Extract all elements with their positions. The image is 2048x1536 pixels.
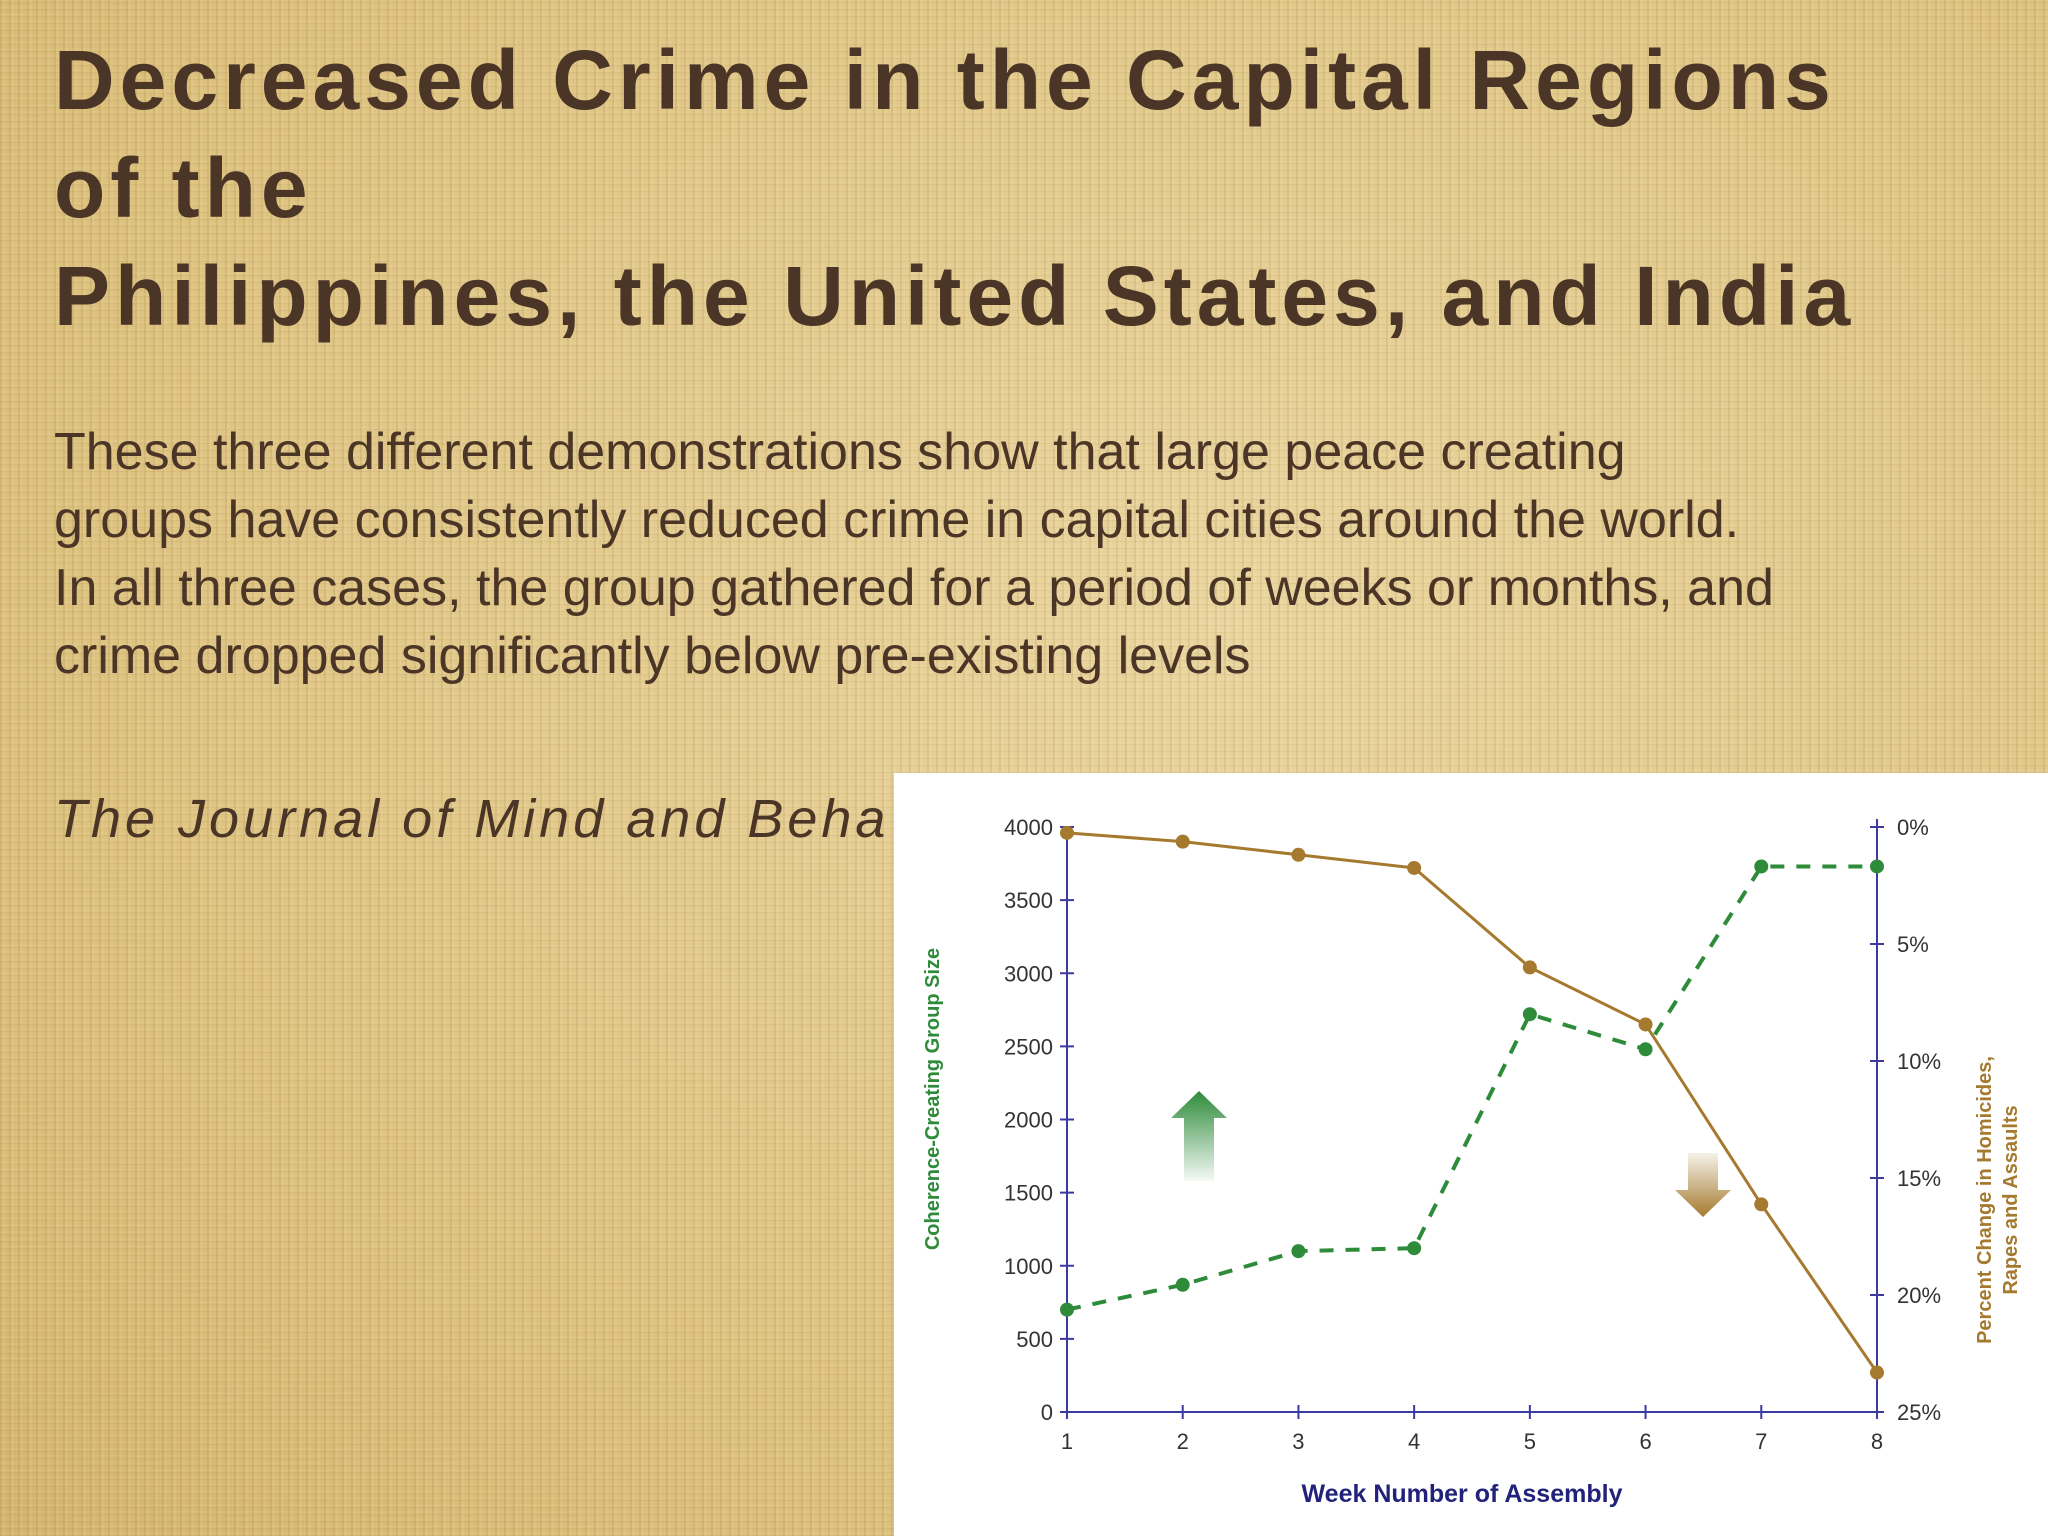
crime-chart: 0 500 1000 1500 2000 2500 3000 3500 4000 0% 5% 10% 1… [922, 815, 2022, 1508]
title-line-1: Decreased Crime in the Capital Regions [54, 33, 1836, 127]
title-line-3: Philippines, the United States, and Indi… [54, 249, 1856, 343]
y-right-tick-label: 20% [1897, 1283, 1941, 1308]
group-size-point [1870, 859, 1884, 874]
group-size-point [1407, 1241, 1422, 1256]
crime-change-point [1291, 847, 1306, 862]
y-left-tick-label: 500 [1016, 1327, 1053, 1352]
group-size-point [1175, 1277, 1190, 1292]
x-tick-label: 1 [1061, 1429, 1073, 1454]
journal-citation: The Journal of Mind and Beha [54, 789, 890, 849]
axes: 0 500 1000 1500 2000 2500 3000 3500 4000 0% 5% 10% 1… [1004, 815, 1941, 1454]
y-left-tick-label: 3000 [1004, 961, 1053, 986]
x-tick-label: 4 [1408, 1429, 1420, 1454]
y-left-tick-label: 1000 [1004, 1254, 1053, 1279]
crime-change-point [1754, 1197, 1769, 1212]
x-tick-label: 6 [1639, 1429, 1651, 1454]
y-left-axis-label: Coherence-Creating Group Size [922, 948, 944, 1250]
chart-panel: 0 500 1000 1500 2000 2500 3000 3500 4000 0% 5% 10% 1… [894, 773, 2048, 1536]
green-up-arrow-icon [1171, 1091, 1227, 1181]
y-left-tick-label: 2000 [1004, 1108, 1053, 1133]
slide-body: These three different demonstrations sho… [54, 418, 2014, 690]
group-size-point [1638, 1042, 1653, 1057]
y-right-axis-label-2: Rapes and Assaults [2000, 1105, 2022, 1294]
crime-change-point [1060, 825, 1074, 840]
gold-down-arrow-icon [1675, 1153, 1731, 1217]
y-left-tick-label: 4000 [1004, 815, 1053, 840]
y-left-tick-label: 0 [1041, 1400, 1053, 1425]
y-right-tick-label: 15% [1897, 1166, 1941, 1191]
body-line-2: groups have consistently reduced crime i… [54, 491, 1740, 549]
crime-change-point [1870, 1365, 1884, 1380]
body-line-3: In all three cases, the group gathered f… [54, 559, 1774, 617]
crime-change-point [1175, 834, 1190, 849]
series-layer [1060, 825, 1884, 1380]
x-tick-label: 7 [1755, 1429, 1767, 1454]
icon-layer [1171, 1091, 1731, 1217]
group-size-point [1060, 1302, 1074, 1317]
y-right-tick-label: 5% [1897, 932, 1929, 957]
y-left-tick-label: 1500 [1004, 1181, 1053, 1206]
slide-title: Decreased Crime in the Capital Regions o… [54, 26, 2014, 350]
group-size-point [1522, 1007, 1537, 1022]
crime-change-point [1522, 960, 1537, 975]
y-left-tick-label: 3500 [1004, 888, 1053, 913]
title-line-2: of the [54, 141, 313, 235]
group-size-point [1754, 859, 1769, 874]
y-right-tick-label: 25% [1897, 1400, 1941, 1425]
x-axis-label: Week Number of Assembly [1302, 1480, 1623, 1508]
x-tick-label: 5 [1524, 1429, 1536, 1454]
y-right-tick-label: 0% [1897, 815, 1929, 840]
x-tick-label: 2 [1177, 1429, 1189, 1454]
crime-change-line [1066, 831, 1879, 1374]
x-tick-label: 8 [1871, 1429, 1883, 1454]
x-tick-label: 3 [1292, 1429, 1304, 1454]
group-size-point [1291, 1244, 1306, 1259]
group-size-line [1066, 864, 1877, 1312]
y-right-axis-label-1: Percent Change in Homicides, [1974, 1056, 1996, 1344]
y-left-tick-label: 2500 [1004, 1034, 1053, 1059]
body-line-4: crime dropped significantly below pre-ex… [54, 627, 1251, 685]
crime-change-point [1407, 860, 1422, 875]
y-right-tick-label: 10% [1897, 1049, 1941, 1074]
crime-change-point [1638, 1017, 1653, 1032]
body-line-1: These three different demonstrations sho… [54, 423, 1626, 481]
